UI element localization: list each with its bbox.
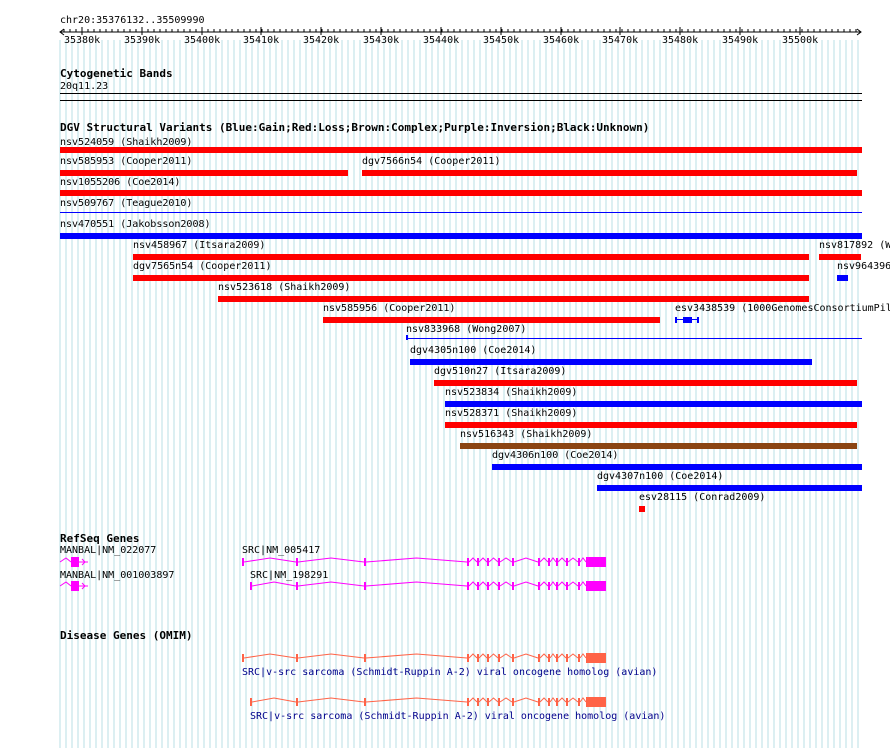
- dgv-variant-bar[interactable]: [697, 317, 699, 323]
- dgv-variant-bar[interactable]: [837, 275, 848, 281]
- dgv-variant-label[interactable]: dgv4305n100 (Coe2014): [410, 345, 537, 356]
- cytoband-label: 20q11.23: [60, 81, 109, 92]
- refseq-gene-label[interactable]: SRC|NM_198291: [250, 570, 329, 581]
- ruler-tick-label: 35440k: [423, 35, 460, 46]
- ruler-tick-label: 35480k: [662, 35, 699, 46]
- dgv-variant-label[interactable]: dgv7566n54 (Cooper2011): [362, 156, 501, 167]
- dgv-variant-bar[interactable]: [434, 380, 857, 386]
- cytoband-line-bottom: [60, 100, 862, 101]
- dgv-variant-label[interactable]: esv3438539 (1000GenomesConsortiumPil: [675, 303, 890, 314]
- dgv-variant-bar[interactable]: [60, 170, 348, 176]
- dgv-variant-label[interactable]: nsv817892 (W: [819, 240, 890, 251]
- dgv-variant-label[interactable]: esv28115 (Conrad2009): [639, 492, 766, 503]
- dgv-variant-bar[interactable]: [683, 317, 692, 323]
- dgv-variant-bar[interactable]: [323, 317, 660, 323]
- dgv-variant-label[interactable]: nsv516343 (Shaikh2009): [460, 429, 593, 440]
- dgv-variant-bar[interactable]: [133, 254, 809, 260]
- dgv-variant-label[interactable]: nsv585956 (Cooper2011): [323, 303, 456, 314]
- dgv-variant-bar[interactable]: [675, 317, 677, 323]
- cytoband-line-top: [60, 93, 862, 94]
- dgv-variant-label[interactable]: nsv585953 (Cooper2011): [60, 156, 193, 167]
- ruler-ticks: [63, 27, 857, 35]
- dgv-variant-label[interactable]: nsv523618 (Shaikh2009): [218, 282, 351, 293]
- dgv-variant-label[interactable]: nsv524059 (Shaikh2009): [60, 137, 193, 148]
- dgv-variant-bar[interactable]: [460, 443, 857, 449]
- dgv-variant-bar[interactable]: [362, 170, 857, 176]
- dgv-variant-bar[interactable]: [133, 275, 809, 281]
- refseq-track-title: RefSeq Genes: [60, 532, 140, 545]
- dgv-variant-bar[interactable]: [60, 212, 862, 213]
- dgv-variant-label[interactable]: nsv523834 (Shaikh2009): [445, 387, 578, 398]
- dgv-variant-tick: [406, 335, 408, 340]
- omim-track-title: Disease Genes (OMIM): [60, 629, 193, 642]
- ruler-label: chr20:35376132..35509990: [60, 15, 205, 26]
- ruler-tick-label: 35500k: [782, 35, 819, 46]
- ruler-tick-label: 35490k: [722, 35, 759, 46]
- dgv-variant-bar[interactable]: [406, 338, 862, 339]
- dgv-variant-label[interactable]: nsv458967 (Itsara2009): [133, 240, 266, 251]
- dgv-variant-bar[interactable]: [445, 401, 862, 407]
- refseq-gene-label[interactable]: MANBAL|NM_001003897: [60, 570, 175, 581]
- dgv-variant-bar[interactable]: [445, 422, 857, 428]
- dgv-variant-label[interactable]: nsv833968 (Wong2007): [406, 324, 527, 335]
- dgv-variant-bar[interactable]: [492, 464, 862, 470]
- dgv-variant-label[interactable]: nsv528371 (Shaikh2009): [445, 408, 578, 419]
- ruler-tick-label: 35390k: [124, 35, 161, 46]
- ruler-tick-label: 35470k: [602, 35, 639, 46]
- dgv-variant-label[interactable]: dgv4306n100 (Coe2014): [492, 450, 619, 461]
- dgv-variant-label[interactable]: nsv1055206 (Coe2014): [60, 177, 181, 188]
- dgv-variant-label[interactable]: dgv510n27 (Itsara2009): [434, 366, 567, 377]
- dgv-variant-bar[interactable]: [218, 296, 809, 302]
- ruler-tick-label: 35380k: [64, 35, 101, 46]
- ruler-tick-label: 35450k: [483, 35, 520, 46]
- dgv-variant-label[interactable]: dgv7565n54 (Cooper2011): [133, 261, 272, 272]
- refseq-gene-label[interactable]: MANBAL|NM_022077: [60, 545, 157, 556]
- ruler-tick-label: 35410k: [243, 35, 280, 46]
- ruler-tick-label: 35430k: [363, 35, 400, 46]
- dgv-track-title: DGV Structural Variants (Blue:Gain;Red:L…: [60, 121, 650, 134]
- ruler-tick-label: 35420k: [303, 35, 340, 46]
- dgv-variant-bar[interactable]: [639, 506, 645, 512]
- dgv-variant-bar[interactable]: [819, 254, 861, 260]
- dgv-variant-bar[interactable]: [60, 233, 862, 239]
- omim-gene-label[interactable]: SRC|v-src sarcoma (Schmidt-Ruppin A-2) v…: [250, 711, 666, 722]
- dgv-variant-label[interactable]: nsv509767 (Teague2010): [60, 198, 193, 209]
- refseq-gene-label[interactable]: SRC|NM_005417: [242, 545, 321, 556]
- dgv-variant-bar[interactable]: [60, 147, 862, 153]
- dgv-variant-label[interactable]: nsv470551 (Jakobsson2008): [60, 219, 211, 230]
- dgv-variant-label[interactable]: nsv964396: [837, 261, 890, 272]
- dgv-variant-bar[interactable]: [410, 359, 812, 365]
- ruler-tick-label: 35400k: [184, 35, 221, 46]
- ruler-tick-label: 35460k: [543, 35, 580, 46]
- dgv-variant-bar[interactable]: [60, 190, 862, 196]
- dgv-variant-label[interactable]: dgv4307n100 (Coe2014): [597, 471, 724, 482]
- dgv-variant-bar[interactable]: [597, 485, 862, 491]
- cytoband-title: Cytogenetic Bands: [60, 67, 173, 80]
- omim-gene-label[interactable]: SRC|v-src sarcoma (Schmidt-Ruppin A-2) v…: [242, 667, 658, 678]
